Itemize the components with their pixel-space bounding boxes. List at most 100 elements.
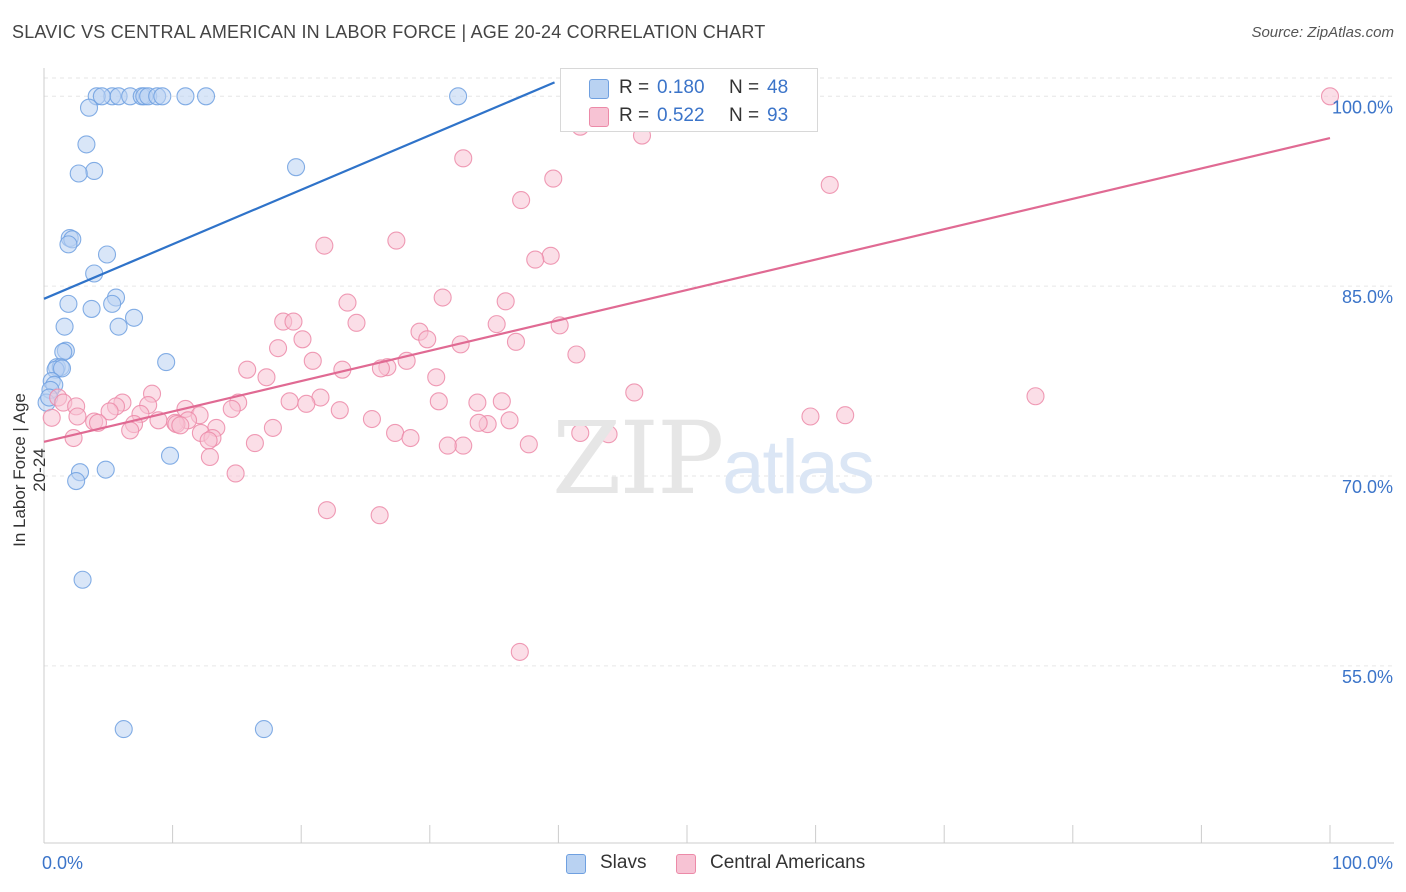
point-central-americans [438, 436, 457, 455]
point-slavs [52, 359, 72, 378]
point-central-americans [544, 169, 563, 188]
point-central-americans [303, 351, 322, 370]
tick-labels: 100.0% 85.0% 70.0% 55.0% 0.0% 100.0% [42, 97, 1393, 873]
point-central-americans [284, 312, 303, 331]
data-points [37, 87, 1340, 739]
point-central-americans [427, 368, 446, 387]
point-slavs [196, 87, 216, 106]
point-slavs [55, 317, 74, 336]
point-central-americans [526, 250, 545, 269]
legend-row-slavs: R = 0.180 N = 48 [561, 73, 817, 101]
point-central-americans [429, 392, 448, 411]
point-slavs [109, 317, 128, 336]
point-central-americans [496, 292, 515, 311]
chart-title: SLAVIC VS CENTRAL AMERICAN IN LABOR FORC… [12, 22, 766, 42]
point-slavs [287, 158, 306, 177]
point-central-americans [625, 383, 644, 402]
x-tick-label-min: 0.0% [42, 853, 83, 873]
point-slavs [449, 87, 468, 106]
y-tick-label: 85.0% [1342, 287, 1393, 307]
point-slavs [85, 161, 104, 181]
point-central-americans [257, 368, 276, 387]
legend-r-value-central-americans: 0.522 [657, 105, 705, 126]
point-central-americans [226, 464, 245, 483]
correlation-legend: R = 0.180 N = 48 R = 0.522 N = 93 [560, 68, 818, 132]
y-axis-label: In Labor Force | Age 20-24 [10, 393, 49, 547]
y-tick-label: 55.0% [1342, 667, 1393, 687]
point-central-americans [338, 293, 357, 312]
legend-r-value-slavs: 0.180 [657, 77, 705, 98]
point-slavs [79, 98, 99, 117]
y-tick-label: 70.0% [1342, 477, 1393, 497]
point-central-americans [280, 392, 299, 411]
point-central-americans [487, 315, 506, 334]
point-slavs [103, 294, 122, 313]
legend-n-label: N = [729, 105, 760, 126]
point-central-americans [801, 407, 820, 426]
legend-swatch-central-americans [589, 107, 609, 127]
point-central-americans [347, 313, 366, 332]
axes [43, 68, 1394, 844]
point-central-americans [330, 401, 349, 420]
point-slavs [69, 164, 88, 183]
point-central-americans [238, 360, 257, 379]
point-central-americans [571, 423, 590, 443]
trend-line-slavs [43, 81, 555, 300]
point-slavs [114, 720, 133, 739]
point-central-americans [820, 175, 839, 194]
y-tick-label: 100.0% [1332, 97, 1393, 117]
point-central-americans [510, 642, 529, 661]
point-slavs [59, 235, 78, 254]
trend-lines [43, 81, 1331, 443]
watermark-zip: ZIP [552, 400, 724, 517]
point-central-americans [836, 406, 855, 425]
point-central-americans [500, 411, 519, 430]
point-central-americans [245, 434, 264, 453]
bottom-legend-swatch-central-americans [676, 854, 696, 874]
point-slavs [77, 135, 96, 154]
point-central-americans [297, 394, 316, 413]
point-central-americans [317, 501, 336, 520]
point-central-americans [386, 423, 405, 443]
bottom-legend-label-slavs: Slavs [600, 852, 647, 873]
watermark-atlas: atlas [722, 425, 875, 510]
point-central-americans [315, 236, 334, 255]
point-central-americans [519, 435, 538, 454]
point-central-americans [121, 421, 140, 440]
bottom-legend-swatch-slavs [566, 854, 586, 874]
trend-line-central-americans [43, 137, 1331, 443]
point-central-americans [469, 413, 488, 432]
point-central-americans [263, 418, 282, 437]
point-central-americans [222, 399, 241, 418]
point-central-americans [362, 409, 381, 429]
point-slavs [82, 299, 101, 318]
point-slavs [54, 342, 73, 362]
point-slavs [153, 87, 172, 106]
legend-r-label: R = [619, 77, 650, 98]
point-central-americans [567, 345, 586, 364]
legend-n-value-central-americans: 93 [767, 105, 789, 126]
point-central-americans [68, 407, 87, 426]
point-central-americans [269, 339, 288, 358]
point-slavs [176, 87, 195, 106]
point-slavs [97, 245, 117, 264]
point-central-americans [100, 402, 119, 421]
point-central-americans [506, 332, 526, 351]
point-central-americans [454, 436, 473, 455]
legend-r-label: R = [619, 105, 650, 126]
point-slavs [157, 353, 176, 372]
point-central-americans [171, 416, 190, 435]
point-central-americans [541, 246, 560, 265]
point-central-americans [468, 393, 487, 412]
point-central-americans [199, 431, 218, 450]
point-central-americans [599, 425, 618, 444]
legend-n-value-slavs: 48 [767, 77, 789, 98]
point-slavs [73, 570, 92, 589]
point-slavs [160, 446, 180, 465]
point-central-americans [387, 231, 406, 250]
point-slavs [59, 294, 78, 313]
point-central-americans [418, 330, 437, 349]
point-central-americans [200, 447, 219, 467]
point-central-americans [293, 330, 312, 349]
